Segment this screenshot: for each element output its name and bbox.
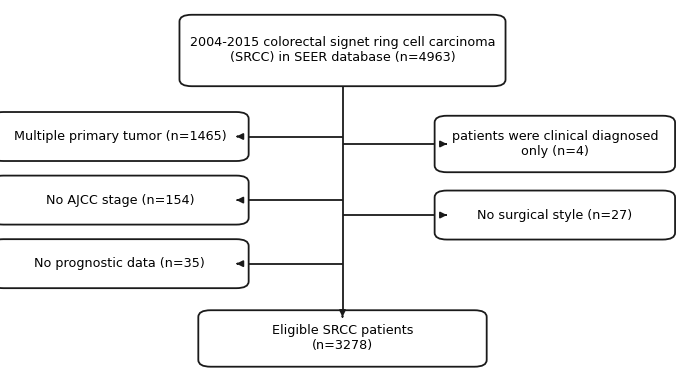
FancyBboxPatch shape bbox=[198, 310, 486, 367]
FancyBboxPatch shape bbox=[435, 191, 675, 240]
Text: No surgical style (n=27): No surgical style (n=27) bbox=[477, 209, 632, 221]
Text: No AJCC stage (n=154): No AJCC stage (n=154) bbox=[46, 194, 194, 206]
Text: Multiple primary tumor (n=1465): Multiple primary tumor (n=1465) bbox=[14, 130, 226, 143]
Text: No prognostic data (n=35): No prognostic data (n=35) bbox=[34, 257, 206, 270]
Text: 2004-2015 colorectal signet ring cell carcinoma
(SRCC) in SEER database (n=4963): 2004-2015 colorectal signet ring cell ca… bbox=[190, 37, 495, 64]
Text: patients were clinical diagnosed
only (n=4): patients were clinical diagnosed only (n… bbox=[451, 130, 658, 158]
FancyBboxPatch shape bbox=[0, 112, 249, 161]
Text: Eligible SRCC patients
(n=3278): Eligible SRCC patients (n=3278) bbox=[272, 325, 413, 352]
FancyBboxPatch shape bbox=[435, 116, 675, 172]
FancyBboxPatch shape bbox=[0, 239, 249, 288]
FancyBboxPatch shape bbox=[179, 15, 506, 86]
FancyBboxPatch shape bbox=[0, 176, 249, 224]
